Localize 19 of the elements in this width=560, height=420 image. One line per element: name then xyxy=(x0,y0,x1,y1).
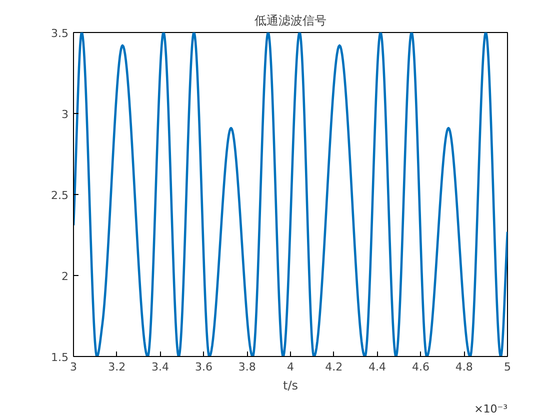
y-tick-label: 2.5 xyxy=(51,189,69,202)
chart-title: 低通滤波信号 xyxy=(254,14,326,28)
x-tick-label: 3.8 xyxy=(238,360,256,374)
y-tick-label: 1.5 xyxy=(51,351,69,364)
x-tick-label: 3 xyxy=(70,360,77,374)
x-tick-label: 4.4 xyxy=(368,360,386,374)
text: ×10⁻³ xyxy=(474,402,508,416)
x-tick-label: 4.6 xyxy=(412,360,430,374)
x-tick-label: 3.2 xyxy=(108,360,126,374)
y-tick-label: 3.5 xyxy=(51,27,69,40)
x-tick-label: 4 xyxy=(287,360,294,374)
x-tick-label: 4.8 xyxy=(455,360,473,374)
y-tick-label: 3 xyxy=(62,108,68,121)
x-tick-label: 3.6 xyxy=(194,360,212,374)
x-axis-title: t/s xyxy=(283,378,298,392)
y-tick-label: 2 xyxy=(62,270,68,283)
x-tick-label: 4.2 xyxy=(325,360,343,374)
x-tick-label: 5 xyxy=(504,360,511,374)
x-tick-label: 3.4 xyxy=(152,360,170,374)
